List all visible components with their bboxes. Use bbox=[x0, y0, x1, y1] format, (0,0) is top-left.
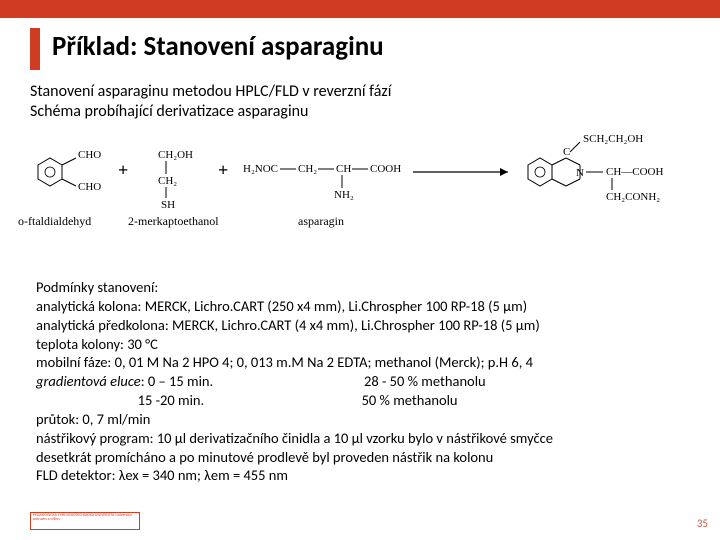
cond-l2: analytická předkolona: MERCK, Lichro.CAR… bbox=[36, 316, 706, 335]
conditions-block: Podmínky stanovení: analytická kolona: M… bbox=[36, 278, 706, 485]
cond-l5b: : 0 – 15 min. bbox=[141, 372, 213, 390]
chcooh: CH—COOH bbox=[606, 166, 664, 178]
sch2ch2oh: SCH₂CH₂OH bbox=[583, 133, 643, 145]
reagent3-label: asparagin bbox=[298, 214, 344, 228]
plus1: + bbox=[118, 160, 128, 180]
reaction-arrow-head bbox=[500, 168, 508, 176]
university-logo: PEDAGOGICKÁ CHEMICKOTECHNICKÁ UNIVERZITA… bbox=[30, 512, 140, 530]
title-accent-bar bbox=[30, 28, 40, 70]
subtitle-block: Stanovení asparaginu metodou HPLC/FLD v … bbox=[30, 82, 391, 122]
cond-l5: gradientová eluce: 0 – 15 min. 28 - 50 %… bbox=[36, 372, 706, 391]
cho-top: CHO bbox=[78, 149, 101, 161]
ch2conh2: CH₂CONH₂ bbox=[606, 191, 660, 203]
h2noc: H₂NOC bbox=[243, 163, 278, 175]
n-atom: N bbox=[576, 167, 584, 179]
ch2-b: CH₂ bbox=[298, 163, 317, 175]
cond-l4: mobilní fáze: 0, 01 M Na 2 HPO 4; 0, 013… bbox=[36, 353, 706, 372]
reaction-scheme: CHO CHO o-ftaldialdehyd + CH₂OH CH₂ SH 2… bbox=[18, 130, 708, 250]
cond-l6: 15 -20 min. 50 % methanolu bbox=[36, 391, 706, 410]
cond-header: Podmínky stanovení: bbox=[36, 278, 706, 297]
cond-l5c: 28 - 50 % methanolu bbox=[364, 372, 486, 390]
cond-l3: teplota kolony: 30 °C bbox=[36, 335, 706, 354]
cond-l7: průtok: 0, 7 ml/min bbox=[36, 410, 706, 429]
ch-b: CH bbox=[336, 163, 351, 175]
top-accent-bar bbox=[0, 0, 720, 18]
cond-l10: FLD detektor: λex = 340 nm; λem = 455 nm bbox=[36, 466, 706, 485]
cond-l6a: 15 -20 min. bbox=[138, 391, 205, 409]
subtitle-line1: Stanovení asparaginu metodou HPLC/FLD v … bbox=[30, 82, 391, 102]
ch2oh: CH₂OH bbox=[158, 149, 193, 161]
subtitle-line2: Schéma probíhající derivatizace asparagi… bbox=[30, 102, 391, 122]
sh: SH bbox=[161, 199, 175, 211]
cooh: COOH bbox=[370, 163, 401, 175]
plus2: + bbox=[218, 160, 228, 180]
reagent1-label: o-ftaldialdehyd bbox=[18, 214, 91, 228]
cond-l8: nástřikový program: 10 μl derivatizačníh… bbox=[36, 429, 706, 448]
reagent2-label: 2-merkaptoethanol bbox=[128, 214, 219, 228]
c-top: C bbox=[563, 146, 570, 158]
ch2-a: CH₂ bbox=[158, 175, 177, 187]
cond-l5a: gradientová eluce bbox=[36, 372, 141, 390]
reagent2: CH₂OH CH₂ SH 2-merkaptoethanol bbox=[128, 149, 219, 228]
product: N C SCH₂CH₂OH CH—COOH CH₂CONH₂ bbox=[528, 133, 664, 203]
cond-l6b: 50 % methanolu bbox=[362, 391, 458, 409]
cond-l1: analytická kolona: MERCK, Lichro.CART (2… bbox=[36, 297, 706, 316]
nh2: NH₂ bbox=[334, 189, 354, 201]
page-number: 35 bbox=[697, 517, 708, 530]
cond-l9: desetkrát promícháno a po minutové prodl… bbox=[36, 448, 706, 467]
cho-bot: CHO bbox=[78, 181, 101, 193]
page-title: Příklad: Stanovení asparaginu bbox=[52, 30, 384, 63]
reagent1: CHO CHO o-ftaldialdehyd bbox=[18, 149, 101, 228]
reagent3: H₂NOC CH₂ CH COOH NH₂ asparagin bbox=[243, 163, 401, 228]
